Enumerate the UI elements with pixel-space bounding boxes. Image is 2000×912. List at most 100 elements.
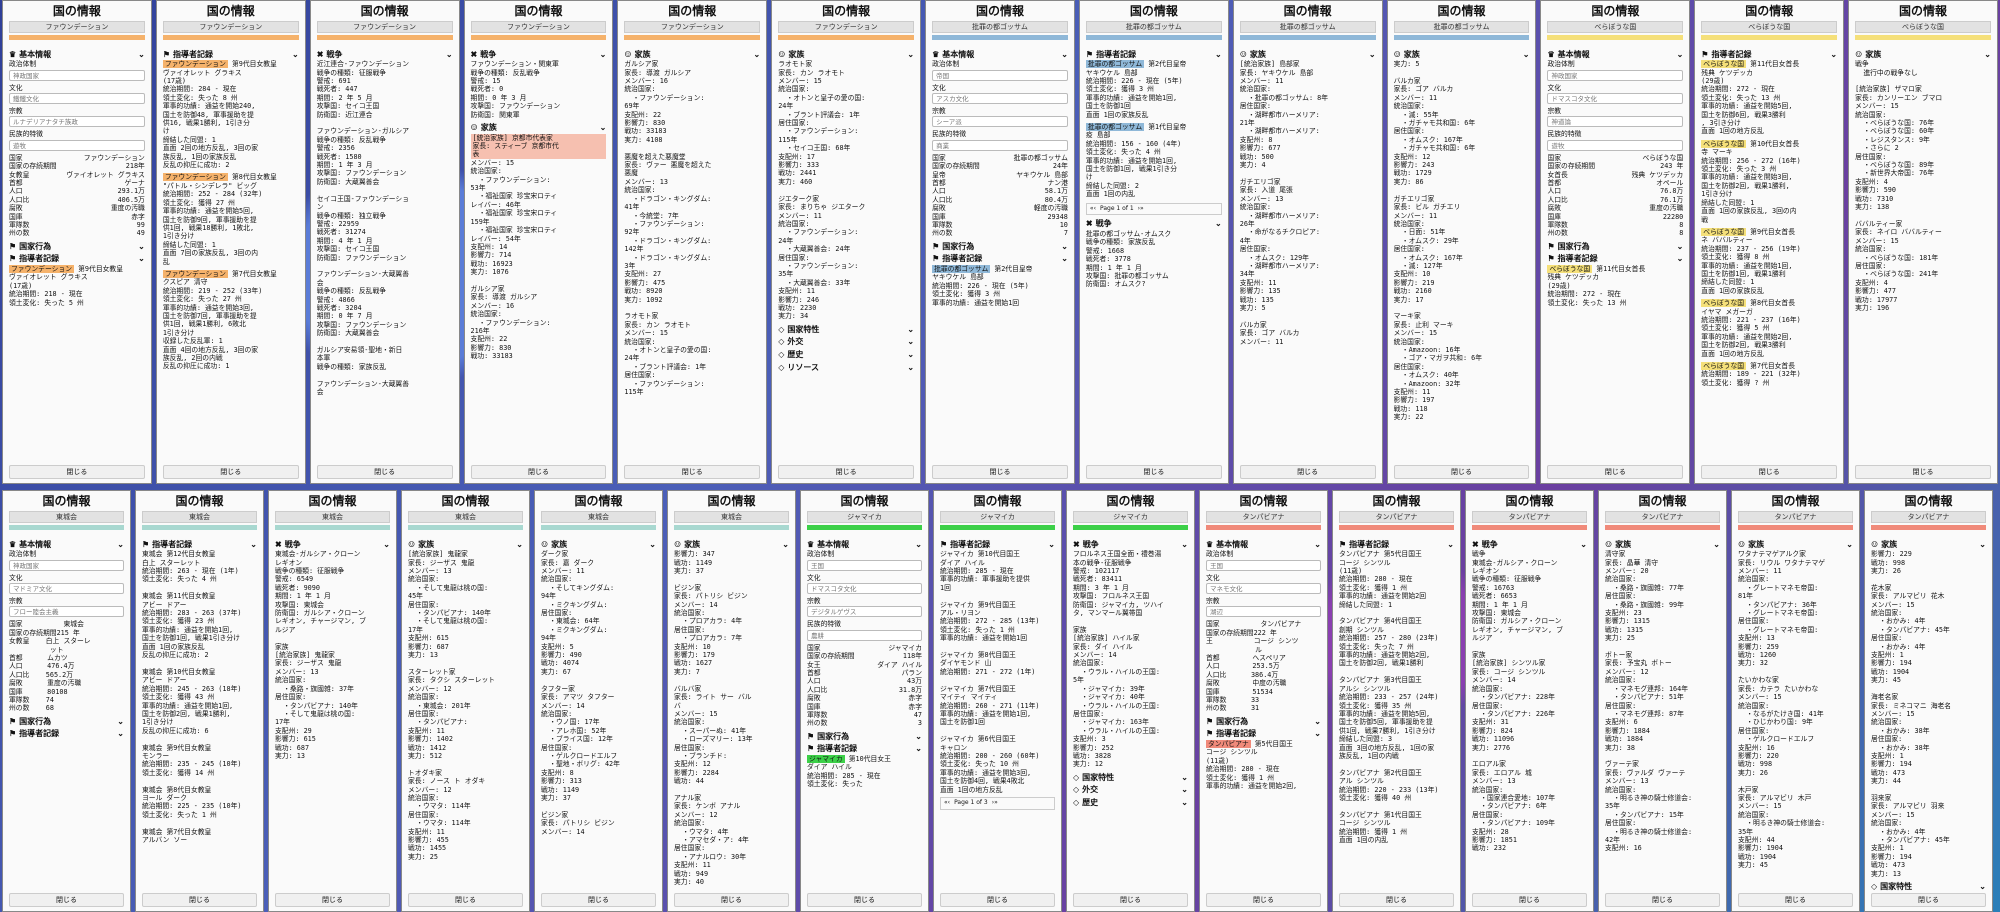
chevron-icon[interactable]: ⌄ [1447,538,1454,549]
chevron-icon[interactable]: ⌄ [1314,715,1321,726]
select-0[interactable]: 神政国家 [1547,69,1684,81]
chevron-icon[interactable]: ⌄ [599,122,607,133]
select-2[interactable]: シーア派 [932,116,1068,128]
section-header-leaders[interactable]: ⚑ 指導者記録 ⌄ [1086,49,1222,59]
nation-name-tab[interactable]: タンパビアナ [1871,510,1986,523]
select-2[interactable]: ルナデリアナタチ族政 [9,116,145,128]
section-header-war[interactable]: ✖ 戦争 ⌄ [471,48,607,59]
section-header-leaders[interactable]: ⚑ 指導者記録 ⌄ [1701,48,1838,59]
chevron-icon[interactable]: ⌄ [1215,218,1222,229]
section-header-basic[interactable]: ♛ 基本情報 ⌄ [1206,538,1321,549]
nation-name-tab[interactable]: 東城会 [9,510,124,523]
nation-name-tab[interactable]: べらぼうな国 [1547,20,1684,33]
close-button[interactable]: 閉じる [9,893,124,907]
collapsed-section[interactable]: ◇ 国家特性 ⌄ [778,325,914,334]
section-header-war[interactable]: ✖ 戦争 ⌄ [275,538,390,549]
close-button[interactable]: 閉じる [1871,893,1986,907]
chevron-icon[interactable]: ⌄ [250,538,257,549]
section-header-war[interactable]: ✖ 戦争 ⌄ [1472,538,1587,549]
section-header-family[interactable]: ☺ 家族 ⌄ [541,538,656,549]
section-header-actions[interactable]: ⚑ 国家行為 ⌄ [9,242,145,251]
close-button[interactable]: 閉じる [1855,465,1991,479]
close-button[interactable]: 閉じる [470,465,607,479]
section-header-basic[interactable]: ♛ 基本情報 ⌄ [932,49,1068,59]
section-header-leaders[interactable]: ⚑ 指導者記録 ⌄ [940,539,1055,549]
chevron-icon[interactable]: ⌄ [1676,48,1684,59]
nation-name-tab[interactable]: タンパビアナ [1738,510,1853,523]
section-header-family[interactable]: ☺ 家族 ⌄ [1871,538,1986,549]
section-header-family[interactable]: ☺ 家族 ⌄ [778,49,914,59]
close-button[interactable]: 閉じる [1472,893,1587,907]
chevron-icon[interactable]: ⌄ [1830,48,1838,59]
select-3[interactable]: 農耕 [807,629,922,641]
select-1[interactable]: ドマスコタ文化 [1547,93,1684,104]
chevron-icon[interactable]: ⌄ [649,538,656,549]
chevron-icon[interactable]: ⌄ [907,348,915,359]
chevron-icon[interactable]: ⌄ [1181,538,1188,549]
prev-page-icon[interactable]: «‹ [1089,204,1096,212]
close-button[interactable]: 閉じる [541,893,656,907]
pagination[interactable]: «‹ Page 1 of 3 ›» [940,796,1055,810]
nation-name-tab[interactable]: 批罪の都ゴッサム [1085,20,1222,33]
nation-name-tab[interactable]: ジャマイカ [807,510,922,523]
nation-name-tab[interactable]: 批罪の都ゴッサム [1239,20,1376,33]
nation-name-tab[interactable]: ファウンデーション [470,20,607,33]
chevron-icon[interactable]: ⌄ [445,48,453,59]
select-0[interactable]: 王国 [807,559,922,571]
close-button[interactable]: 閉じる [1738,893,1853,907]
chevron-icon[interactable]: ⌄ [138,48,145,59]
chevron-icon[interactable]: ⌄ [1676,253,1684,264]
section-header-actions[interactable]: ⚑ 国家行為 ⌄ [1547,242,1683,251]
nation-name-tab[interactable]: ファウンデーション [316,20,453,33]
pagination[interactable]: «‹ Page 1 of 1 ›» [1085,202,1222,216]
nation-name-tab[interactable]: べらぼうな国 [1855,20,1991,33]
close-button[interactable]: 閉じる [9,465,145,479]
close-button[interactable]: 閉じる [932,465,1068,479]
nation-name-tab[interactable]: ジャマイカ [940,510,1055,523]
close-button[interactable]: 閉じる [1605,893,1720,907]
nation-name-tab[interactable]: 東城会 [541,510,656,523]
chevron-icon[interactable]: ⌄ [1181,784,1188,795]
chevron-icon[interactable]: ⌄ [1181,796,1188,807]
section-header-leaders[interactable]: ⚑ 指導者記録 ⌄ [9,729,124,738]
collapsed-section[interactable]: ◇ 外交 ⌄ [1073,785,1188,794]
select-1[interactable]: アスカ文化 [932,93,1068,104]
chevron-icon[interactable]: ⌄ [915,743,922,754]
select-3[interactable]: 遊牧 [9,139,145,151]
select-1[interactable]: 鐵鐵文化 [9,93,145,104]
nation-name-tab[interactable]: 東城会 [142,510,257,523]
chevron-icon[interactable]: ⌄ [1314,538,1321,549]
nation-name-tab[interactable]: タンパビアナ [1339,510,1454,523]
nation-name-tab[interactable]: ファウンデーション [162,20,299,33]
select-0[interactable]: 神政国家 [9,559,124,571]
nation-name-tab[interactable]: 東城会 [275,510,390,523]
nation-name-tab[interactable]: タンパビアナ [1605,510,1720,523]
section-header-war[interactable]: ✖ 戦争 ⌄ [1086,219,1222,228]
chevron-icon[interactable]: ⌄ [291,48,299,59]
close-button[interactable]: 閉じる [1073,893,1188,907]
section-header-family[interactable]: ☺ 家族 ⌄ [674,538,789,549]
select-0[interactable]: 王国 [1206,559,1321,571]
chevron-icon[interactable]: ⌄ [117,715,124,726]
select-2[interactable]: 神道論 [1547,116,1684,128]
chevron-icon[interactable]: ⌄ [383,538,390,549]
close-button[interactable]: 閉じる [162,465,299,479]
section-header-family[interactable]: ☺ 家族 ⌄ [624,49,760,59]
close-button[interactable]: 閉じる [1239,465,1376,479]
close-button[interactable]: 閉じる [1206,893,1321,907]
nation-name-tab[interactable]: タンパビアナ [1472,510,1587,523]
nation-name-tab[interactable]: ファウンデーション [778,20,915,33]
collapsed-section[interactable]: ◇ 外交 ⌄ [778,337,914,346]
close-button[interactable]: 閉じる [1547,465,1684,479]
section-header-basic[interactable]: ♛ 基本情報 ⌄ [1547,48,1684,59]
chevron-icon[interactable]: ⌄ [138,253,145,264]
chevron-icon[interactable]: ⌄ [782,538,789,549]
section-header-war[interactable]: ✖ 戦争 ⌄ [317,48,453,59]
chevron-icon[interactable]: ⌄ [1580,538,1587,549]
chevron-icon[interactable]: ⌄ [599,48,607,59]
chevron-icon[interactable]: ⌄ [1979,538,1986,549]
chevron-icon[interactable]: ⌄ [1979,881,1986,892]
section-header-family[interactable]: ☺ 家族 ⌄ [1855,49,1991,59]
section-header-actions[interactable]: ⚑ 国家行為 ⌄ [807,732,922,741]
nation-name-tab[interactable]: 東城会 [674,510,789,523]
